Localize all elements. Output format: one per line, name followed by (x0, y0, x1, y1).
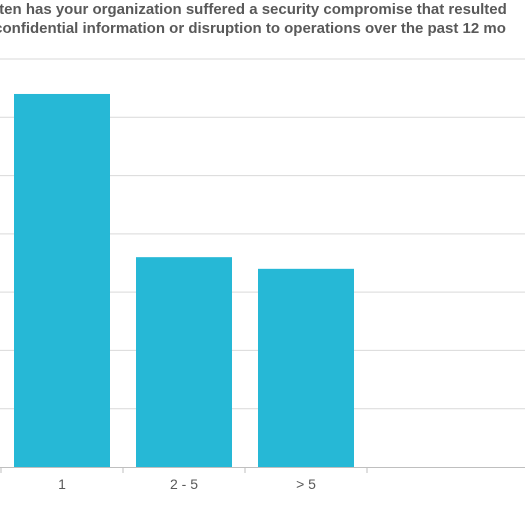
x-tick-label: > 5 (296, 476, 316, 492)
x-axis (0, 467, 525, 473)
x-tick-labels: 1 2 - 5 > 5 (58, 476, 316, 492)
bar-2-5 (136, 257, 232, 467)
bars (14, 93, 354, 467)
chart-title-line-1: often has your organization suffered a s… (0, 1, 507, 18)
bar--5 (258, 268, 354, 467)
chart-title-line-2: f confidential information or disruption… (0, 20, 506, 37)
chart-title: often has your organization suffered a s… (0, 0, 525, 38)
bar-1 (14, 93, 110, 467)
x-tick-label: 2 - 5 (170, 476, 198, 492)
x-tick-label: 1 (58, 476, 66, 492)
